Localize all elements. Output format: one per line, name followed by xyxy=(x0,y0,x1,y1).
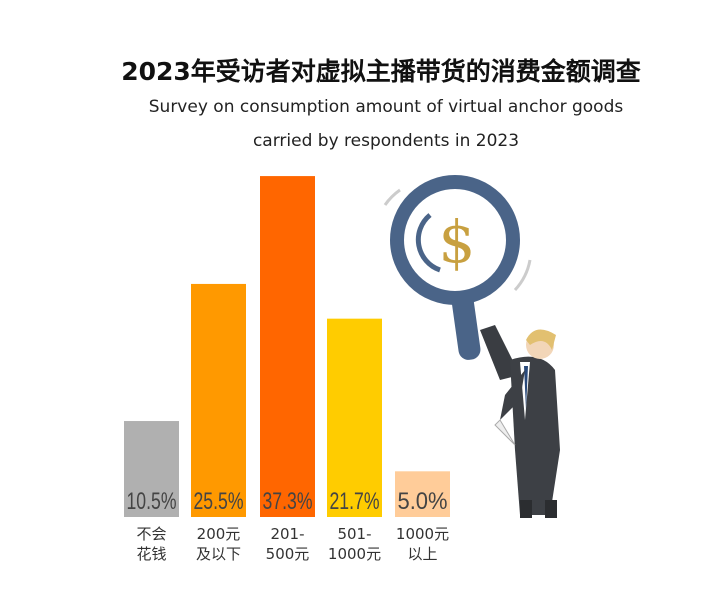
category-label: 不会 xyxy=(136,525,166,543)
bar-0 xyxy=(124,421,179,517)
chart-subtitle-line1: Survey on consumption amount of virtual … xyxy=(148,97,624,117)
category-label: 201- xyxy=(270,525,304,543)
chart-title: 2023年受访者对虚拟主播带货的消费金额调查 xyxy=(121,57,641,86)
data-label: 5.0% xyxy=(398,488,448,515)
data-label: 10.5% xyxy=(127,488,177,515)
businessman-magnifier-illustration: $ xyxy=(383,175,560,518)
category-label: 1000元 xyxy=(396,525,449,543)
category-label: 1000元 xyxy=(328,545,381,563)
category-label: 及以下 xyxy=(196,545,241,563)
category-label: 花钱 xyxy=(136,545,166,563)
data-label: 37.3% xyxy=(263,488,313,515)
data-label: 25.5% xyxy=(194,488,244,515)
data-label: 21.7% xyxy=(330,488,380,515)
category-label: 500元 xyxy=(266,545,310,563)
bar-2 xyxy=(260,176,315,517)
category-label: 以上 xyxy=(407,545,437,563)
bar-3 xyxy=(327,318,382,517)
chart-subtitle-line2: carried by respondents in 2023 xyxy=(252,131,520,151)
category-label: 501- xyxy=(337,525,371,543)
dollar-sign-icon: $ xyxy=(439,208,476,276)
category-label: 200元 xyxy=(197,525,241,543)
bar-1 xyxy=(191,283,246,517)
bar-4 xyxy=(395,471,450,517)
